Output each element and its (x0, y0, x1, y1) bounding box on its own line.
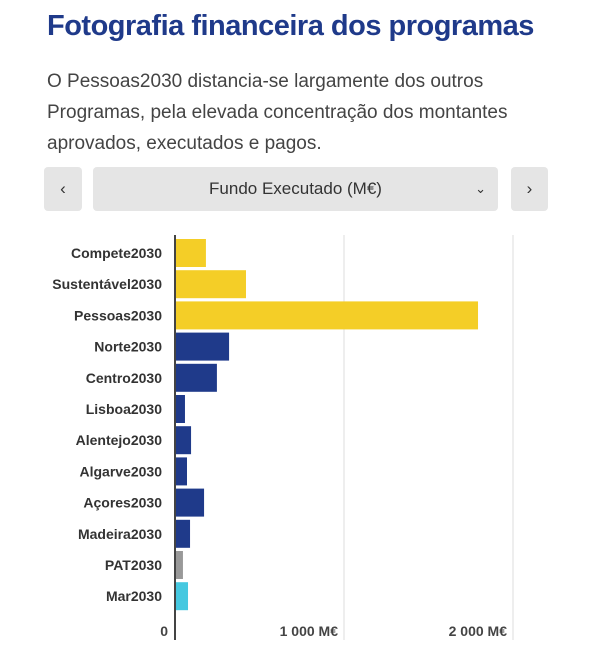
chevron-right-icon: › (526, 179, 533, 198)
category-label: Madeira2030 (78, 526, 162, 542)
chevron-down-icon: ⌄ (475, 181, 486, 196)
category-label: Mar2030 (106, 588, 162, 604)
next-button[interactable]: › (511, 167, 548, 211)
x-tick-label: 2 000 M€ (449, 623, 508, 639)
category-label: Compete2030 (71, 245, 162, 261)
bar (175, 488, 205, 517)
metric-select-value: Fundo Executado (M€) (209, 179, 382, 198)
bar (175, 332, 230, 361)
metric-select[interactable]: Fundo Executado (M€) ⌄ (93, 167, 498, 211)
bar (175, 363, 217, 392)
category-label: Alentejo2030 (76, 432, 163, 448)
bar (175, 457, 187, 486)
description: O Pessoas2030 distancia-se largamente do… (47, 71, 508, 154)
category-label: Lisboa2030 (86, 401, 162, 417)
bar (175, 551, 183, 579)
bar (175, 301, 479, 330)
category-label: Pessoas2030 (74, 307, 162, 323)
bar (175, 426, 192, 455)
bar (175, 582, 189, 611)
category-label: Centro2030 (86, 370, 162, 386)
bar (175, 519, 191, 548)
x-tick-label: 0 (160, 623, 168, 639)
x-tick-label: 1 000 M€ (280, 623, 339, 639)
category-label: Norte2030 (94, 339, 162, 355)
category-label: Açores2030 (83, 495, 162, 511)
previous-button[interactable]: ‹ (44, 167, 82, 211)
category-label: PAT2030 (105, 557, 162, 573)
bar (175, 270, 246, 299)
category-label: Algarve2030 (79, 463, 162, 479)
bar (175, 395, 185, 423)
bar (175, 239, 206, 267)
category-label: Sustentável2030 (52, 276, 162, 292)
chevron-left-icon: ‹ (60, 179, 66, 198)
page-title: Fotografia financeira dos programas (47, 10, 534, 42)
